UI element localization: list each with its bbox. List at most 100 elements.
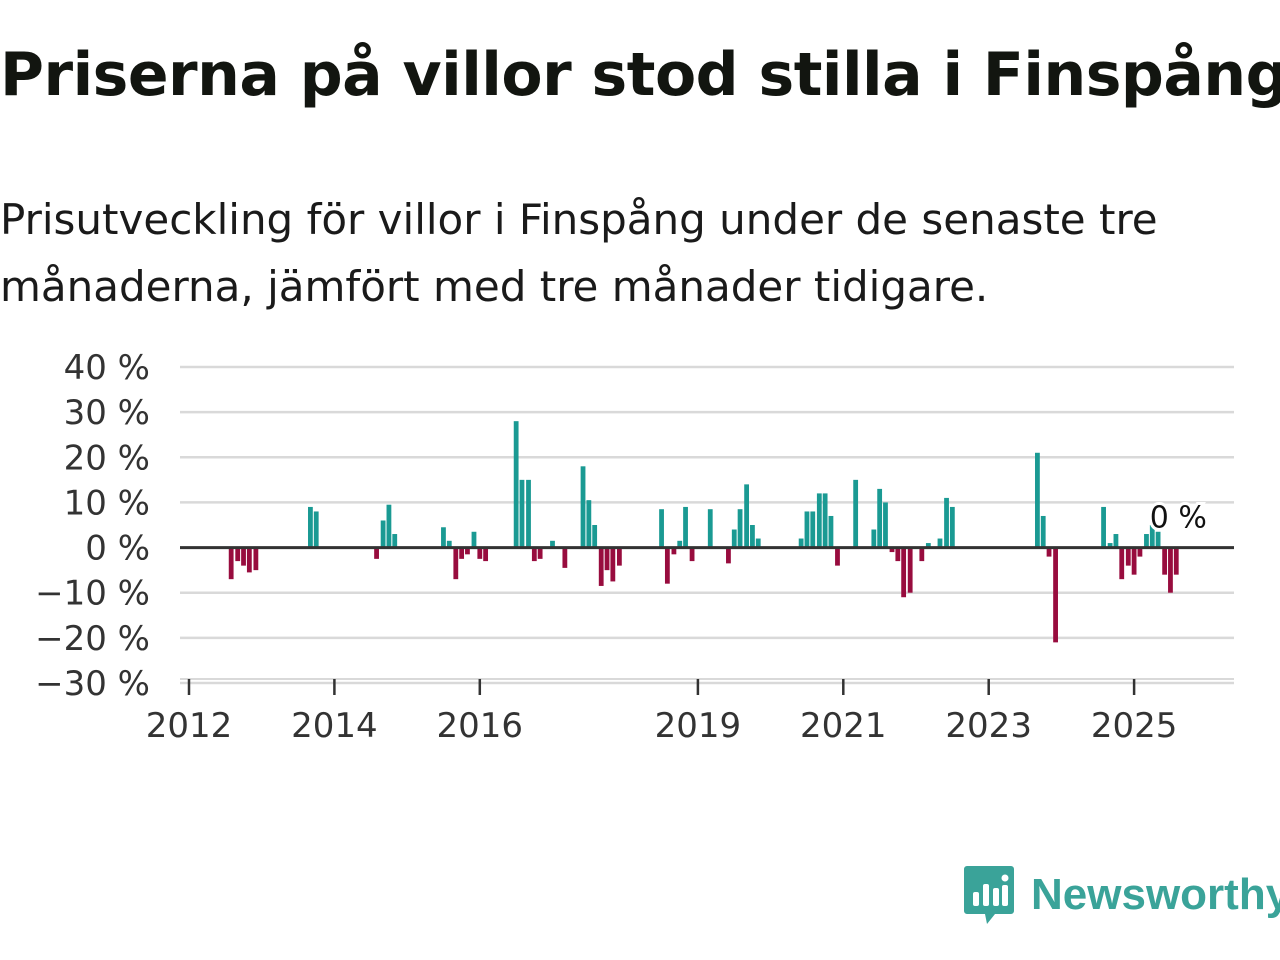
bar (380, 520, 386, 548)
bar (798, 538, 804, 548)
bar (246, 547, 252, 573)
bar (537, 547, 543, 559)
bar (707, 509, 713, 548)
bar (1107, 543, 1113, 548)
y-tick-label: 0 % (85, 529, 150, 569)
bar (949, 506, 955, 548)
bar (755, 538, 761, 548)
bar (1162, 547, 1168, 575)
bar (828, 515, 834, 548)
bar (1040, 515, 1046, 548)
bar (937, 538, 943, 548)
bar (374, 547, 379, 559)
bar (822, 493, 828, 548)
x-tick-label: 2021 (800, 706, 887, 746)
bar (235, 547, 241, 562)
bar (610, 547, 616, 582)
y-tick-label: 10 % (64, 483, 150, 523)
bar (889, 547, 895, 553)
x-tick-label: 2014 (291, 706, 378, 746)
bar (446, 540, 452, 548)
gridlines (180, 365, 1234, 685)
bar (483, 547, 489, 562)
bar (308, 506, 313, 548)
x-tick-label: 2023 (945, 706, 1032, 746)
bar (465, 547, 470, 555)
bar (877, 488, 883, 548)
bar (683, 506, 688, 548)
bar (1155, 531, 1161, 548)
bar (816, 493, 822, 548)
bar (810, 511, 816, 548)
bar (241, 547, 246, 566)
bar (919, 547, 925, 562)
axes (180, 546, 1234, 695)
bar (513, 421, 519, 548)
bar (1131, 547, 1137, 575)
bar (1046, 547, 1052, 557)
bar (477, 547, 483, 559)
bar (526, 479, 531, 548)
bar (313, 511, 319, 548)
bar (726, 547, 731, 564)
y-tick-label: 30 % (64, 393, 150, 433)
bar (550, 540, 555, 548)
bar (804, 511, 810, 548)
bar (441, 527, 446, 548)
bar (853, 479, 859, 548)
newsworthy-wordmark: Newsworthy (1031, 870, 1280, 919)
bar (1168, 547, 1173, 593)
y-tick-label: −30 % (35, 664, 150, 704)
bar (871, 529, 877, 548)
bar (664, 547, 670, 584)
bar (392, 534, 398, 548)
bar (519, 479, 525, 548)
bar-chart: −30 % −20 % −10 % 0 % 10 % 20 % 30 % 40 % 2012 20… (35, 348, 1234, 746)
bar (616, 547, 622, 566)
bar (907, 547, 913, 593)
bar (471, 531, 477, 548)
bar (1149, 525, 1155, 548)
bar (689, 547, 695, 562)
newsworthy-logo: Newsworthy (963, 862, 1280, 928)
bar (580, 466, 586, 548)
bar (562, 547, 568, 568)
bar (901, 547, 907, 598)
bar (895, 547, 901, 562)
bar (944, 497, 949, 548)
bar (737, 509, 743, 548)
y-tick-label: 20 % (64, 438, 150, 478)
bar (598, 547, 604, 586)
axis-labels: −30 % −20 % −10 % 0 % 10 % 20 % 30 % 40 % 2012 20… (35, 348, 1210, 746)
bar (1119, 547, 1125, 580)
y-tick-label: −20 % (35, 619, 150, 659)
bar (1137, 547, 1143, 557)
bar (1144, 534, 1149, 548)
bar (459, 547, 465, 559)
x-tick-label: 2016 (437, 706, 524, 746)
bar (592, 525, 598, 548)
bars (228, 421, 1179, 643)
bar (677, 540, 683, 548)
chart-subtitle: Prisutveckling för villor i Finspång und… (0, 195, 1158, 311)
bar (1101, 506, 1106, 548)
x-tick-label: 2012 (146, 706, 233, 746)
bar (1113, 534, 1119, 548)
bar (604, 547, 610, 571)
y-tick-label: 40 % (64, 348, 150, 388)
bar (744, 484, 750, 548)
bar (531, 547, 537, 562)
bar (253, 547, 259, 571)
y-tick-label: −10 % (35, 574, 150, 614)
newsworthy-logo-icon (964, 866, 1014, 924)
bar (731, 529, 737, 548)
bar (453, 547, 459, 580)
bar (1173, 547, 1179, 575)
x-tick-label: 2025 (1091, 706, 1178, 746)
bar (671, 547, 677, 555)
bar (228, 547, 234, 580)
latest-value-annotation: 0 % (1150, 501, 1207, 536)
bar (750, 525, 755, 548)
bar (925, 543, 931, 548)
bar (386, 504, 392, 548)
